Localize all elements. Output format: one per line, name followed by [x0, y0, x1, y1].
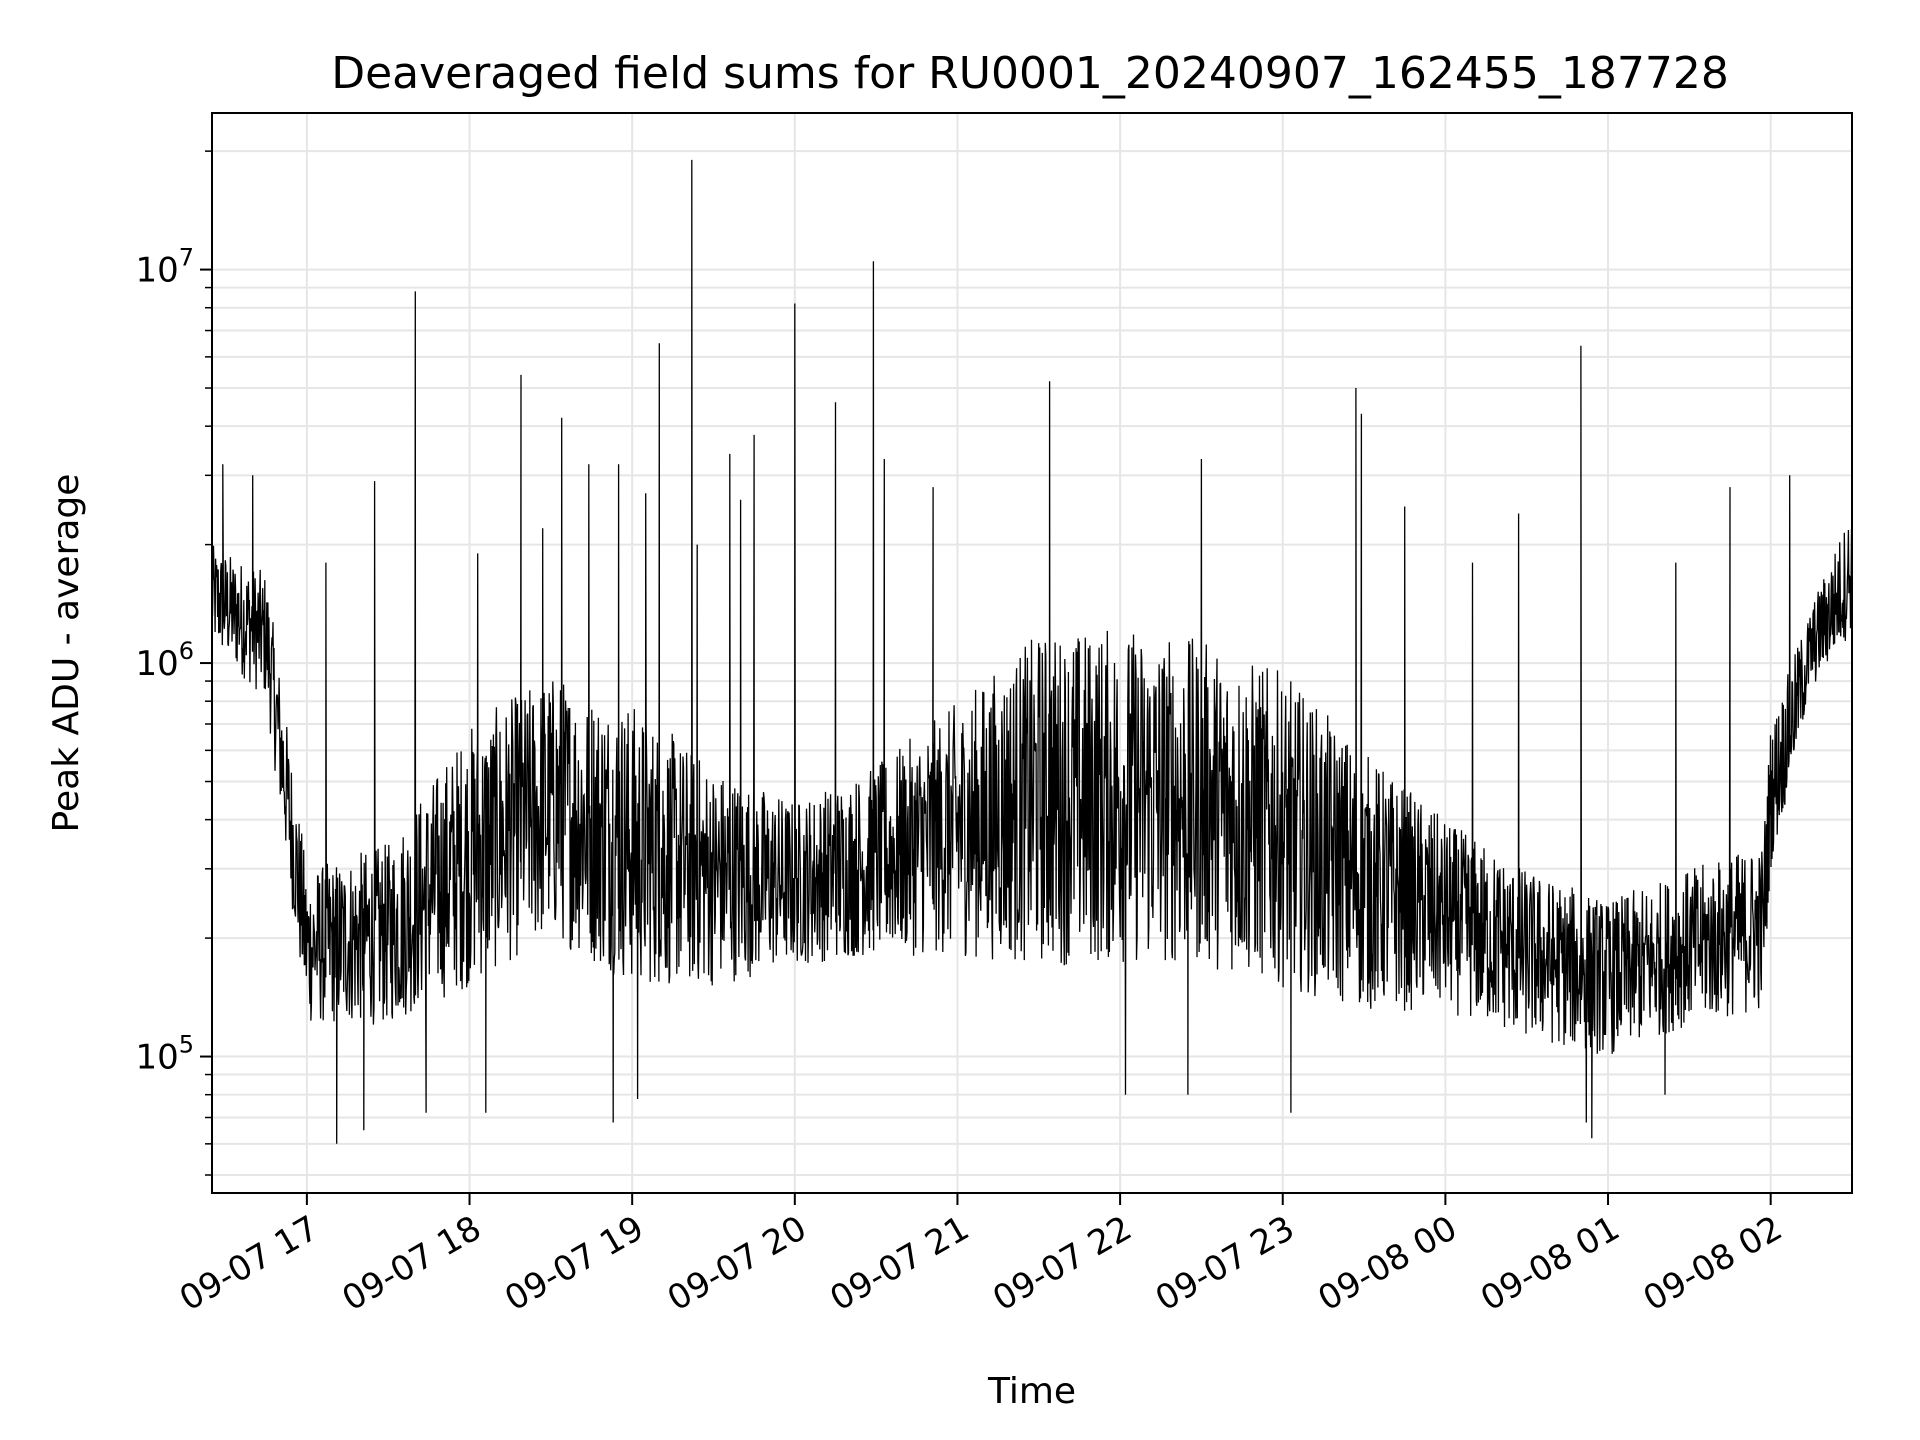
chart-title: Deaveraged field sums for RU0001_2024090…: [331, 48, 1729, 99]
y-tick-label: 105: [135, 1031, 194, 1078]
series-line: [211, 159, 1853, 1144]
plot-area: [211, 159, 1853, 1144]
x-axis-label: Time: [987, 1371, 1076, 1412]
y-tick-label: 107: [135, 244, 194, 291]
y-axis-ticks: 105 106 107: [135, 150, 212, 1176]
y-tick-label: 106: [135, 637, 194, 684]
plot-frame: [211, 112, 1853, 1194]
y-axis-label: Peak ADU - average: [46, 474, 87, 833]
